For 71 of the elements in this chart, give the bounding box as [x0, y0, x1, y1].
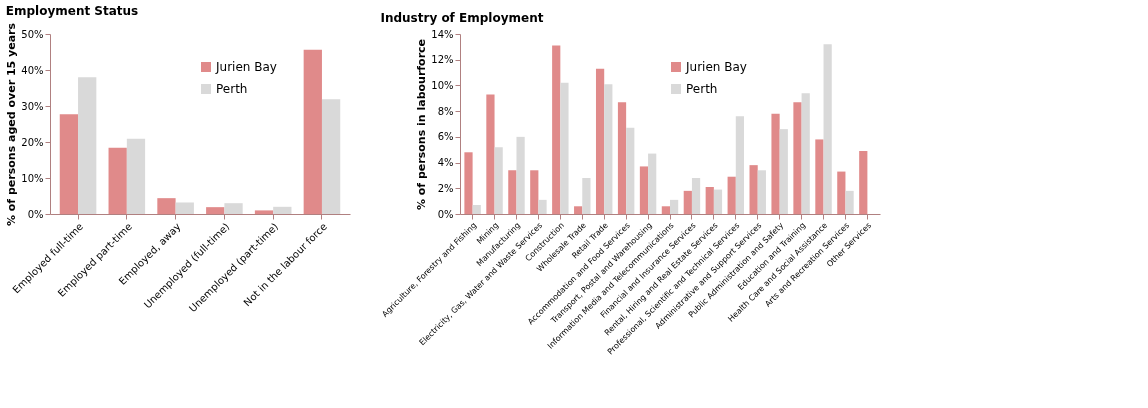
bar — [530, 170, 539, 214]
bar — [157, 198, 176, 214]
bar — [691, 178, 701, 214]
bar — [464, 152, 473, 214]
bar — [648, 153, 657, 214]
y-tick-label: 40% — [21, 64, 44, 76]
bar — [126, 138, 146, 214]
y-tick-label: 10% — [21, 172, 44, 184]
bar — [582, 178, 591, 214]
legend-label: Jurien Bay — [685, 60, 747, 74]
y-tick-label: 14% — [431, 28, 454, 40]
bar — [757, 170, 766, 214]
y-tick-label: 20% — [21, 136, 44, 148]
bar — [494, 147, 503, 214]
bar — [735, 116, 745, 214]
bar — [801, 93, 810, 214]
bar — [705, 187, 714, 214]
bar — [639, 166, 649, 214]
bar — [108, 147, 127, 214]
bar — [59, 114, 79, 214]
bar — [472, 205, 481, 214]
legend-label: Perth — [216, 82, 248, 96]
y-tick-label: 50% — [21, 28, 44, 40]
bar — [552, 45, 561, 214]
y-tick-label: 0% — [437, 208, 454, 220]
bar — [815, 139, 824, 214]
bar — [823, 44, 832, 214]
legend-label: Jurien Bay — [215, 60, 277, 74]
chart-title: Industry of Employment — [380, 11, 544, 25]
bar — [224, 203, 243, 214]
bar — [538, 199, 547, 214]
y-tick-label: 2% — [437, 182, 454, 194]
bar — [661, 206, 670, 214]
y-tick-label: 30% — [21, 100, 44, 112]
bar — [626, 127, 635, 214]
y-tick-label: 12% — [431, 54, 454, 66]
bar — [604, 84, 613, 214]
bar — [749, 165, 758, 214]
bar — [670, 199, 679, 214]
bar — [683, 190, 692, 214]
bar — [486, 94, 495, 214]
bar — [574, 206, 583, 214]
legend-label: Perth — [686, 82, 718, 96]
bar — [727, 176, 736, 214]
bar — [206, 207, 225, 214]
bar — [595, 68, 605, 214]
bar — [516, 136, 525, 214]
bar — [254, 210, 274, 214]
bar — [859, 151, 868, 214]
bar — [303, 49, 322, 214]
bar — [779, 129, 788, 214]
bar — [560, 82, 569, 214]
bar — [771, 113, 780, 214]
y-tick-label: 6% — [437, 131, 454, 143]
bar — [78, 77, 97, 214]
y-axis-title: % of persons aged over 15 years — [5, 22, 19, 227]
bar — [508, 170, 517, 214]
bar — [793, 102, 802, 214]
bar — [713, 189, 723, 214]
bar — [321, 99, 341, 214]
bar — [837, 171, 846, 214]
bar — [175, 202, 194, 214]
y-tick-label: 0% — [27, 208, 44, 220]
y-tick-label: 4% — [437, 157, 454, 169]
bar — [617, 102, 627, 214]
bar — [273, 206, 292, 214]
y-axis-title: % of persons in labourforce — [415, 38, 429, 211]
y-tick-label: 10% — [431, 79, 454, 91]
chart-title: Employment Status — [5, 4, 139, 19]
bar — [845, 190, 854, 214]
y-tick-label: 8% — [437, 105, 454, 117]
